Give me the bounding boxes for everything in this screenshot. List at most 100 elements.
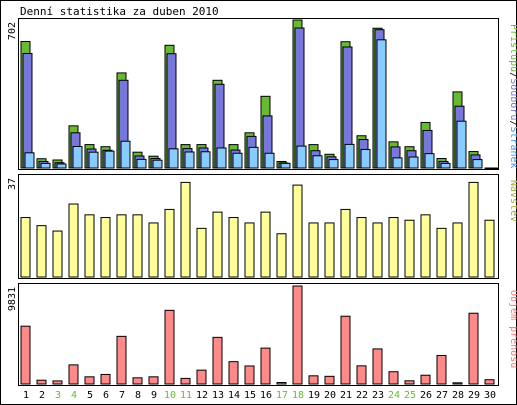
visits-bar xyxy=(180,181,191,278)
day-tick-label: 17 xyxy=(276,390,288,401)
legend-pages: Stránek xyxy=(508,126,517,168)
pages-bar xyxy=(24,152,35,169)
pages-bar xyxy=(360,148,371,169)
chart-title: Denní statistika za duben 2010 xyxy=(20,5,219,18)
pages-bar xyxy=(152,159,163,169)
x-axis-labels: 1 2 3 4 5 6 7 8 9 10 11 12 13 14 15 16 17 18 19 20 21 22 23 24 2… xyxy=(23,390,496,401)
day-tick-label: 7 xyxy=(119,390,125,401)
traffic-bar xyxy=(276,382,287,385)
visits-bar xyxy=(116,214,127,278)
visits-bar xyxy=(324,222,335,278)
pages-bar xyxy=(200,151,211,169)
day-tick-label: 14 xyxy=(228,390,240,401)
hits-panel-frame xyxy=(18,18,499,170)
visits-bar xyxy=(84,214,95,278)
pages-bar xyxy=(312,155,323,169)
traffic-bar xyxy=(132,377,143,385)
traffic-bar xyxy=(180,377,191,385)
pages-bar xyxy=(104,150,115,169)
traffic-bar xyxy=(244,365,255,385)
pages-bar xyxy=(424,153,435,169)
traffic-bar xyxy=(36,379,47,385)
bars-layer xyxy=(20,19,499,385)
hits-ymax-label: 702 xyxy=(7,22,18,40)
pages-bar xyxy=(296,145,307,169)
traffic-bar xyxy=(356,365,367,385)
pages-bar xyxy=(120,140,131,169)
pages-bar xyxy=(216,147,227,169)
day-tick-label: 30 xyxy=(484,390,496,401)
pages-bar xyxy=(328,159,339,169)
hits-legend: Přístupů/Souborů/Stránek xyxy=(508,24,517,169)
traffic-bar xyxy=(148,376,159,385)
day-tick-label: 1 xyxy=(23,390,29,401)
day-tick-label: 10 xyxy=(164,390,176,401)
traffic-bar xyxy=(292,285,303,385)
traffic-bar xyxy=(100,373,111,385)
pages-bar xyxy=(264,152,275,169)
day-tick-label: 16 xyxy=(260,390,272,401)
traffic-bar xyxy=(324,375,335,385)
visits-bar xyxy=(484,219,495,278)
pages-bar xyxy=(440,162,451,169)
day-tick-label: 18 xyxy=(292,390,304,401)
day-tick-label: 15 xyxy=(244,390,256,401)
day-tick-label: 21 xyxy=(340,390,352,401)
visits-bar xyxy=(468,181,479,278)
pages-bar xyxy=(168,148,179,169)
traffic-bar xyxy=(484,379,495,385)
day-tick-label: 5 xyxy=(87,390,93,401)
visits-bar xyxy=(68,203,79,278)
traffic-bar xyxy=(340,315,351,385)
visits-bar xyxy=(436,227,447,278)
legend-files: Souborů xyxy=(508,78,517,120)
traffic-bar xyxy=(196,369,207,385)
pages-bar xyxy=(40,162,51,169)
visits-bar xyxy=(100,217,111,278)
traffic-bar xyxy=(452,382,463,385)
legend-sep-2: / xyxy=(508,120,517,126)
traffic-bar xyxy=(212,336,223,385)
traffic-bar xyxy=(20,325,31,385)
day-tick-label: 22 xyxy=(356,390,368,401)
visits-bar xyxy=(356,217,367,278)
legend-hits: Přístupů xyxy=(508,24,517,72)
legend-sep-1: / xyxy=(508,72,517,78)
traffic-panel-frame xyxy=(18,283,499,386)
pages-bar xyxy=(248,146,259,169)
day-tick-label: 9 xyxy=(151,390,157,401)
pages-bar xyxy=(392,157,403,169)
day-tick-label: 11 xyxy=(180,390,192,401)
pages-bar xyxy=(184,151,195,169)
visits-bar xyxy=(36,225,47,278)
pages-bar xyxy=(472,159,483,169)
traffic-bar xyxy=(116,335,127,385)
pages-bar xyxy=(408,156,419,169)
visits-bar xyxy=(212,211,223,278)
visits-bar xyxy=(244,222,255,278)
day-tick-label: 26 xyxy=(420,390,432,401)
day-tick-label: 23 xyxy=(372,390,384,401)
visits-bar xyxy=(372,222,383,278)
pages-bar xyxy=(56,163,67,169)
traffic-bar xyxy=(164,309,175,385)
visits-bar xyxy=(132,214,143,278)
traffic-ymax-label: 9831 xyxy=(7,287,18,311)
visits-panel-frame xyxy=(18,174,499,279)
day-tick-label: 24 xyxy=(388,390,400,401)
pages-bar xyxy=(72,145,83,169)
pages-bar xyxy=(488,167,499,169)
traffic-bar xyxy=(420,374,431,385)
traffic-bar xyxy=(404,380,415,385)
traffic-bar xyxy=(52,380,63,385)
traffic-bar xyxy=(84,376,95,385)
pages-bar xyxy=(456,120,467,169)
visits-legend: Návštěv xyxy=(508,180,517,222)
pages-bar xyxy=(376,39,387,169)
traffic-bar xyxy=(468,312,479,385)
traffic-bar xyxy=(68,364,79,385)
visits-ymax-label: 37 xyxy=(7,178,18,190)
day-tick-label: 29 xyxy=(468,390,480,401)
